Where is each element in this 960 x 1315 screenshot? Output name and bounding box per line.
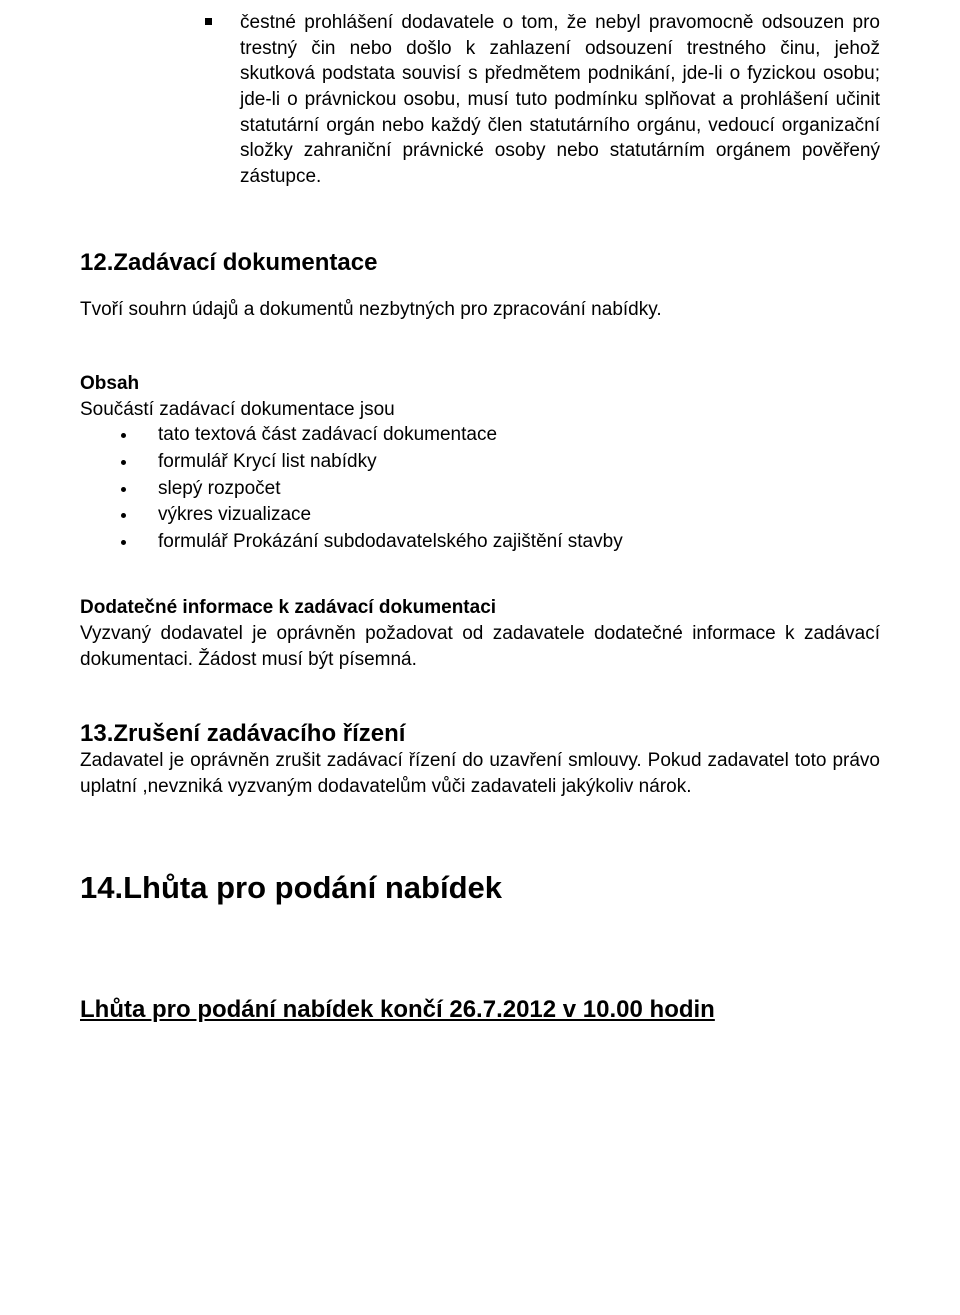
dodatek-block: Dodatečné informace k zadávací dokumenta… <box>80 595 880 672</box>
list-item: tato textová část zadávací dokumentace <box>138 422 880 449</box>
list-item: formulář Krycí list nabídky <box>138 449 880 476</box>
obsah-intro: Součástí zadávací dokumentace jsou <box>80 399 395 420</box>
dodatek-heading: Dodatečné informace k zadávací dokumenta… <box>80 597 496 618</box>
list-item: formulář Prokázání subdodavatelského zaj… <box>138 529 880 556</box>
square-bullet-icon <box>205 18 212 25</box>
deadline-text: Lhůta pro podání nabídek končí 26.7.2012… <box>80 996 880 1024</box>
section-14-heading: 14.Lhůta pro podání nabídek <box>80 870 880 906</box>
obsah-block: Obsah Součástí zadávací dokumentace jsou <box>80 371 880 422</box>
obsah-label: Obsah <box>80 373 139 394</box>
section-12-intro: Tvoří souhrn údajů a dokumentů nezbytnýc… <box>80 297 880 323</box>
list-item: výkres vizualizace <box>138 502 880 529</box>
list-item: slepý rozpočet <box>138 476 880 503</box>
section-13-text: Zadavatel je oprávněn zrušit zadávací ří… <box>80 748 880 799</box>
dodatek-text: Vyzvaný dodavatel je oprávněn požadovat … <box>80 623 880 670</box>
section-12-heading: 12.Zadávací dokumentace <box>80 249 880 277</box>
declaration-bullet-item: čestné prohlášení dodavatele o tom, že n… <box>205 10 880 189</box>
obsah-list: tato textová část zadávací dokumentace f… <box>80 422 880 555</box>
declaration-text: čestné prohlášení dodavatele o tom, že n… <box>240 10 880 189</box>
section-13-heading: 13.Zrušení zadávacího řízení <box>80 720 880 748</box>
